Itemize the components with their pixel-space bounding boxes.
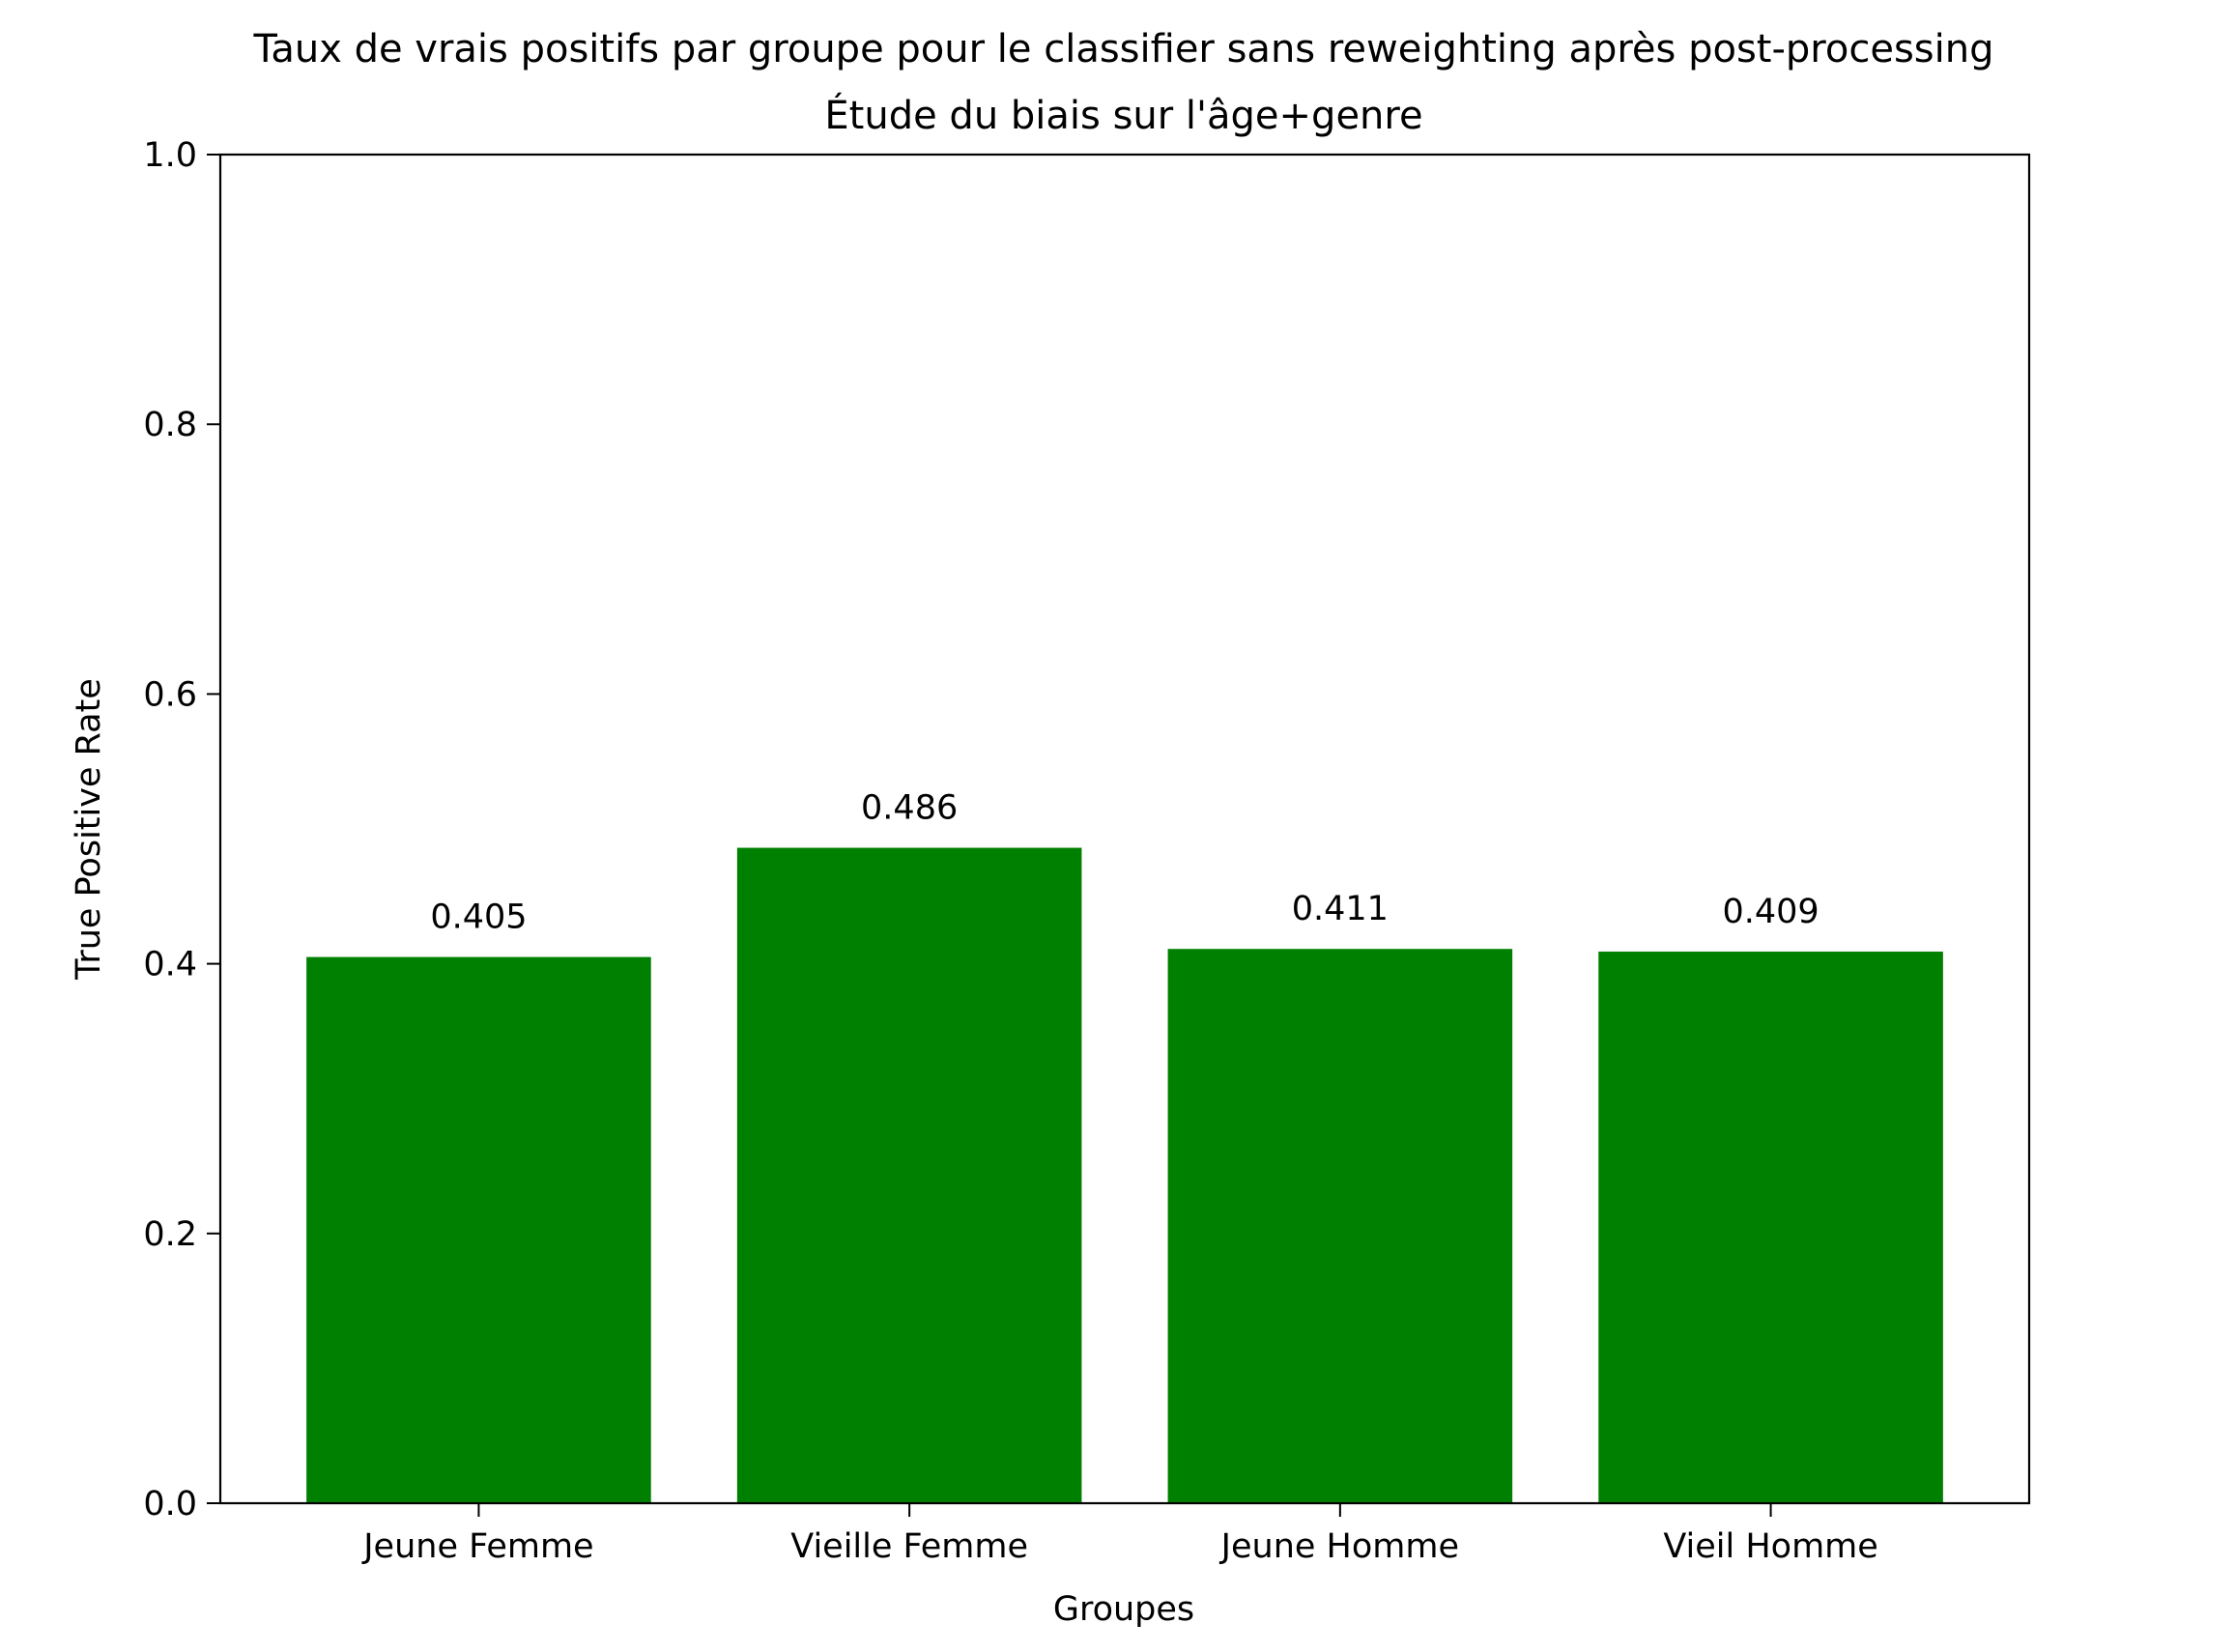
x-tick-label: Vieille Femme [790,1527,1028,1566]
bar-4 [1598,952,1943,1503]
bar-value-label: 0.486 [861,789,958,828]
x-tick-label: Jeune Femme [361,1527,593,1566]
chart-subtitle: Étude du biais sur l'âge+genre [824,92,1422,138]
y-tick-label: 0.2 [143,1215,197,1254]
y-tick-label: 0.6 [143,675,197,714]
y-tick-label: 1.0 [143,136,197,175]
axes-frame [218,153,2031,1505]
bar-value-label: 0.409 [1722,893,1819,931]
y-tick-label: 0.0 [143,1485,197,1524]
y-tick-label: 0.8 [143,406,197,444]
x-tick-label: Jeune Homme [1219,1527,1459,1566]
bar-3 [1167,949,1513,1503]
bar-2 [736,847,1082,1503]
y-tick-label: 0.4 [143,946,197,984]
plot-area: 0.405 0.486 0.411 0.409 0.0 0.2 0.4 0.6 0.8 1.0 Je… [143,136,2031,1566]
x-tick-label: Vieil Homme [1663,1527,1877,1566]
bar-value-label: 0.411 [1292,890,1389,928]
bar-1 [306,956,651,1503]
y-axis-label: True Positive Rate [70,678,108,981]
chart-title: Taux de vrais positifs par groupe pour l… [253,27,1994,71]
x-axis-label: Groupes [1053,1590,1194,1629]
bar-value-label: 0.405 [430,898,527,937]
